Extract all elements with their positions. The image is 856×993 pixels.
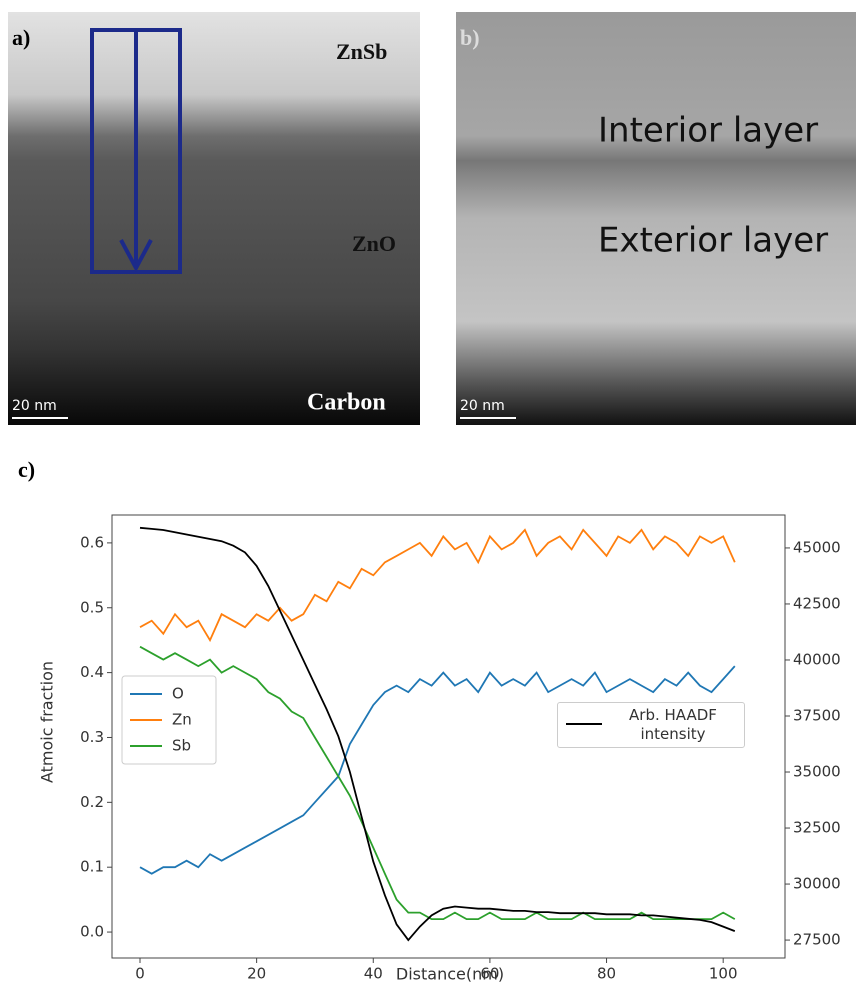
x-tick-label: 0 <box>135 965 145 983</box>
legend-swatch <box>566 723 602 725</box>
series-line <box>139 665 736 875</box>
y2-tick-label: 37500 <box>793 706 841 724</box>
layer-label: ZnO <box>352 231 396 256</box>
y-axis-label: Atmoic fraction <box>38 661 57 783</box>
layer-label: ZnSb <box>336 39 387 64</box>
series-line <box>139 528 736 643</box>
y2-tick-label: 45000 <box>793 538 841 556</box>
x-tick-label: 80 <box>597 965 616 983</box>
y-tick-label: 0.4 <box>80 663 104 681</box>
scale-label: 20 nm <box>12 398 57 414</box>
x-tick-label: 40 <box>364 965 383 983</box>
panel-label: a) <box>12 25 30 50</box>
y2-tick-label: 32500 <box>793 819 841 837</box>
y-tick-label: 0.5 <box>80 598 104 616</box>
x-tick-label: 100 <box>709 965 738 983</box>
micrograph-b <box>456 12 856 425</box>
y2-tick-label: 40000 <box>793 650 841 668</box>
layer-label: Carbon <box>307 390 386 416</box>
layer-label: Interior layer <box>598 111 818 151</box>
legend-secondary: Arb. HAADF intensity <box>557 702 745 748</box>
series-line <box>139 645 736 920</box>
y-tick-label: 0.2 <box>80 793 104 811</box>
legend-label: Zn <box>172 711 192 729</box>
panel-label: c) <box>18 457 35 482</box>
scan-arrow-head <box>119 239 153 273</box>
x-tick-label: 20 <box>247 965 266 983</box>
legend-label: Arb. HAADF intensity <box>629 706 717 743</box>
layer-label: Exterior layer <box>598 221 828 261</box>
legend-label: Sb <box>172 737 191 755</box>
scale-label: 20 nm <box>460 398 505 414</box>
y-tick-label: 0.1 <box>80 858 104 876</box>
y2-tick-label: 30000 <box>793 875 841 893</box>
y-tick-label: 0.0 <box>80 923 104 941</box>
y-tick-label: 0.6 <box>80 533 104 551</box>
x-axis-label: Distance(nm) <box>396 965 504 984</box>
y2-tick-label: 27500 <box>793 931 841 949</box>
legend-label: O <box>172 685 184 703</box>
y-tick-label: 0.3 <box>80 728 104 746</box>
x-tick-label: 60 <box>480 965 499 983</box>
panel-label: b) <box>460 25 480 50</box>
micrograph-a <box>8 12 420 425</box>
legend <box>121 675 217 765</box>
series-line <box>139 526 736 942</box>
y2-tick-label: 35000 <box>793 763 841 781</box>
plot-frame <box>111 514 786 959</box>
y2-tick-label: 42500 <box>793 594 841 612</box>
